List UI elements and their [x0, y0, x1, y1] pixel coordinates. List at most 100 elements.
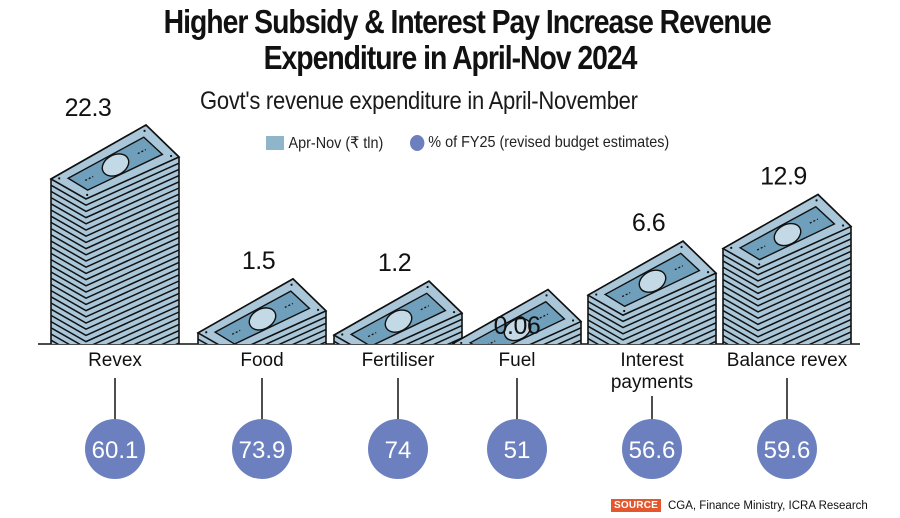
pct-circle — [368, 419, 428, 479]
note-corner-dot — [205, 331, 208, 334]
pct-circle-label: 51 — [504, 437, 531, 464]
category-label: Food — [240, 350, 283, 371]
note-portrait — [248, 307, 277, 331]
stack-note-edge — [543, 327, 582, 344]
note-corner-dot — [488, 358, 490, 360]
legend: Apr-Nov (₹ tln) % of FY25 (revised budge… — [266, 133, 669, 153]
stack-note-edge — [722, 238, 852, 282]
note-corner-dot — [841, 224, 845, 227]
stack-note-edge — [808, 325, 852, 344]
source-tag: SOURCE — [611, 499, 661, 512]
note-corner-dot — [815, 199, 818, 202]
pct-circle — [622, 419, 682, 479]
title-line-1: Higher Subsidy & Interest Pay Increase R… — [163, 3, 772, 40]
stack-note-edge — [587, 309, 717, 344]
pct-circle-label: 74 — [385, 437, 412, 464]
note-mark — [809, 218, 819, 224]
note-mark — [487, 340, 496, 344]
pct-circle-label: 73.9 — [239, 437, 286, 464]
stack-note-edge — [50, 305, 180, 344]
stack-note-edge — [50, 199, 180, 244]
legend-label-bars: Apr-Nov (₹ tln) — [288, 135, 384, 152]
note-corner-dot — [341, 333, 344, 336]
stack-note-edge — [50, 267, 180, 312]
stack-note-edge — [722, 256, 852, 301]
stack-note-edge — [587, 303, 717, 344]
bar-money-stack — [451, 288, 583, 360]
stack-note-edge — [50, 255, 180, 300]
stack-note-edge — [333, 318, 463, 344]
note-corner-dot — [571, 319, 575, 322]
stack-note-edge — [50, 193, 180, 238]
note-corner-dot — [169, 154, 173, 158]
pct-circle — [85, 419, 145, 479]
stack-note-edge — [50, 261, 180, 306]
stack-note-edge — [722, 294, 852, 338]
stack-note-edge — [50, 249, 180, 293]
stack-note-edge — [587, 284, 717, 329]
stack-note-edge — [722, 281, 852, 326]
stack-note-edge — [722, 269, 852, 313]
bar-money-stack — [196, 277, 328, 350]
source-text: CGA, Finance Ministry, ICRA Research — [667, 499, 868, 512]
note-mark — [231, 329, 241, 335]
stack-note-edge — [50, 280, 180, 324]
stack-note-edge — [680, 328, 717, 344]
stack-note-edge — [50, 168, 180, 213]
stack-note-edge — [133, 323, 180, 344]
stack-note-edge — [419, 324, 463, 344]
note-portrait — [384, 309, 413, 333]
category-label: Fertiliser — [362, 350, 436, 371]
note-corner-dot — [233, 348, 235, 350]
legend-swatch-circles — [410, 135, 425, 151]
stack-note-edge — [722, 300, 852, 344]
source-note: SOURCE CGA, Finance Ministry, ICRA Resea… — [611, 499, 868, 512]
bar-money-stack — [49, 124, 181, 344]
category-label: Interest — [620, 350, 684, 371]
stack-note-edge — [50, 298, 180, 343]
note-corner-dot — [290, 283, 293, 286]
pct-circle-label: 59.6 — [764, 437, 811, 464]
note-mark — [756, 245, 766, 251]
category-label: Revex — [88, 350, 142, 371]
chart-title: Higher Subsidy & Interest Pay Increase R… — [63, 4, 837, 76]
stack-note-edge — [587, 297, 717, 341]
note-corner-dot — [460, 341, 463, 344]
stack-note-edge — [278, 322, 327, 344]
note-mark — [137, 148, 147, 155]
stack-note-edge — [50, 212, 180, 256]
note-mark — [284, 302, 294, 309]
stack-note-edge — [587, 278, 717, 323]
bar-value-label: 0.06 — [494, 312, 541, 340]
stack-note-edge — [50, 218, 180, 262]
category-label: Balance revex — [727, 350, 848, 371]
note-corner-dot — [623, 309, 626, 313]
pct-circle-label: 60.1 — [92, 437, 139, 464]
note-corner-dot — [730, 246, 733, 250]
note-mark — [367, 331, 377, 338]
bar-value-label: 22.3 — [65, 94, 112, 122]
bar-value-label: 12.9 — [760, 163, 807, 191]
stack-note-edge — [197, 316, 327, 344]
bar-value-label: 6.6 — [632, 209, 665, 237]
pct-circle-label: 56.6 — [629, 437, 676, 464]
bar-value-label: 1.2 — [378, 249, 411, 277]
title-line-2: Expenditure in April-Nov 2024 — [263, 39, 638, 76]
note-corner-dot — [316, 308, 320, 311]
stack-note-edge — [50, 286, 180, 331]
note-corner-dot — [58, 177, 61, 180]
stack-note-edge — [722, 263, 852, 307]
note-corner-dot — [758, 263, 761, 266]
stack-note-edge — [50, 236, 180, 281]
category-label: payments — [611, 372, 693, 393]
pct-circle — [232, 419, 292, 479]
note-portrait — [638, 269, 667, 293]
pct-circle — [757, 419, 817, 479]
note-portrait — [503, 317, 532, 342]
note-corner-dot — [86, 193, 89, 196]
note-mark — [674, 265, 684, 271]
stack-note-edge — [50, 187, 180, 231]
stack-note-edge — [50, 205, 180, 250]
stack-note-edge — [722, 287, 852, 332]
